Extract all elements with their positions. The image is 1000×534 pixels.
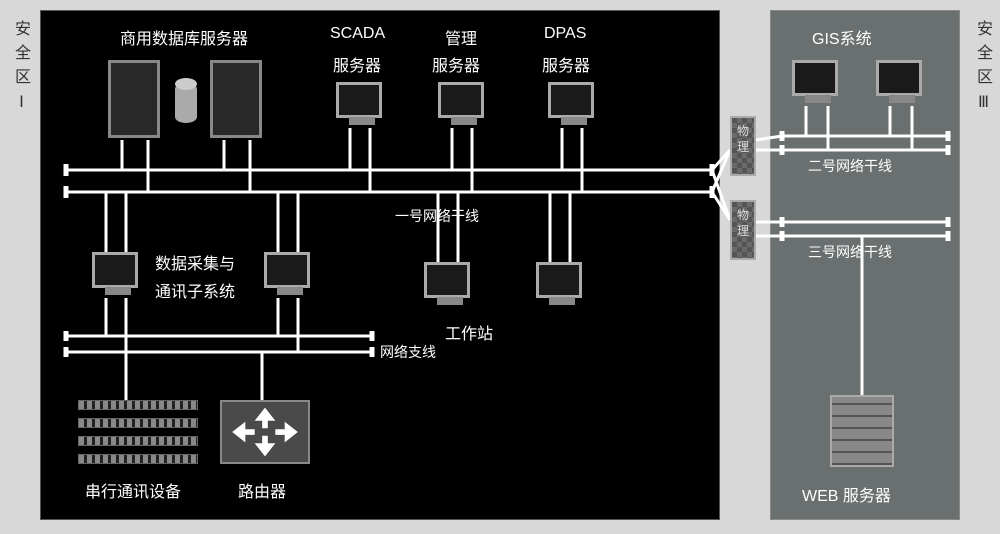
serial-lbl: 串行通讯设备 — [85, 478, 181, 502]
gis-terminal-1 — [792, 60, 838, 96]
gis-lbl: GIS系统 — [812, 25, 872, 49]
zone1-label: 安全区Ⅰ — [8, 20, 32, 119]
acquisition-terminal-1 — [92, 252, 138, 288]
scada-lbl-bot: 服务器 — [333, 52, 381, 76]
physical-isolation-bot: 物理 — [730, 200, 756, 260]
scada-server-icon — [336, 82, 382, 118]
ws-lbl: 工作站 — [445, 320, 493, 344]
db-server-lbl: 商用数据库服务器 — [120, 25, 248, 49]
scada-lbl-top: SCADA — [330, 25, 385, 43]
acq-lbl-top: 数据采集与 — [155, 250, 235, 274]
dpas-lbl-bot: 服务器 — [542, 52, 590, 76]
web-server-icon — [830, 395, 894, 467]
acquisition-terminal-2 — [264, 252, 310, 288]
zone3-label: 安全区Ⅲ — [970, 20, 994, 119]
dpas-lbl-top: DPAS — [544, 25, 586, 43]
mgmt-lbl-top: 管理 — [445, 25, 477, 49]
net1-lbl: 一号网络干线 — [395, 206, 479, 226]
router-icon — [220, 400, 310, 464]
serial-comm-device — [78, 400, 198, 472]
web-lbl: WEB 服务器 — [802, 482, 891, 506]
router-lbl: 路由器 — [238, 478, 286, 502]
acq-lbl-bot: 通讯子系统 — [155, 278, 235, 302]
workstation-2 — [536, 262, 582, 298]
net2-lbl: 二号网络干线 — [808, 156, 892, 176]
mgmt-lbl-bot: 服务器 — [432, 52, 480, 76]
db-server-1 — [108, 60, 160, 138]
physical-isolation-top: 物理 — [730, 116, 756, 176]
mgmt-server-icon — [438, 82, 484, 118]
dpas-server-icon — [548, 82, 594, 118]
net3-lbl: 三号网络干线 — [808, 242, 892, 262]
db-cylinder-icon — [175, 83, 197, 123]
workstation-1 — [424, 262, 470, 298]
branch-lbl: 网络支线 — [380, 342, 436, 362]
gis-terminal-2 — [876, 60, 922, 96]
db-server-2 — [210, 60, 262, 138]
